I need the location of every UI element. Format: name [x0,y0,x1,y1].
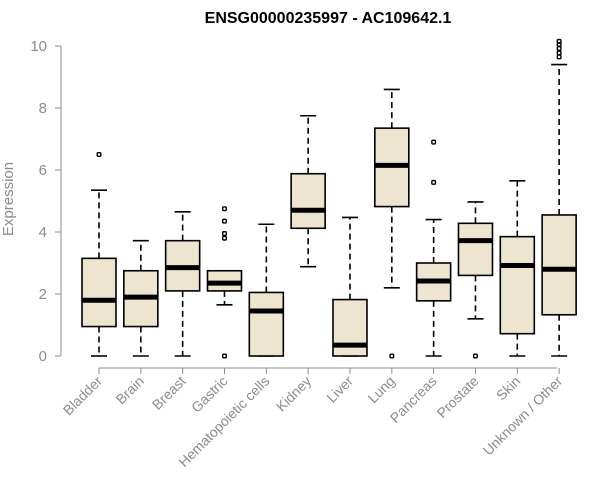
outlier-point [556,45,562,51]
outlier-point [389,353,395,359]
y-tick-label: 10 [30,38,47,55]
box-bladder [81,151,117,357]
outlier-point [556,50,562,56]
y-tick-label: 0 [39,348,47,365]
box-hematopoietic-cells [248,223,285,357]
iqr-box [457,222,494,277]
outlier-point [221,235,227,241]
x-tick-label: Pancreas [387,373,440,426]
box-liver [332,216,368,357]
iqr-box [499,235,536,335]
box-prostate [457,201,494,359]
x-tick-label: Breast [149,373,189,413]
outlier-point [431,139,437,145]
y-tick-label: 2 [39,286,47,303]
x-tick-label: Kidney [273,373,315,415]
outlier-point [472,353,478,359]
x-tick-label: Unknown / Other [480,373,566,459]
iqr-box [290,172,326,230]
outlier-point [221,231,227,237]
box-brain [123,239,159,357]
box-skin [499,180,536,357]
outlier-point [431,179,437,185]
x-tick-label: Brain [113,373,147,407]
box-lung [374,88,410,359]
iqr-box [81,257,117,328]
box-pancreas [415,139,452,357]
outlier-point [556,38,562,44]
x-tick-label: Skin [493,373,524,404]
boxes-group [81,38,577,359]
x-tick-label: Prostate [433,373,481,421]
box-unknown-other [541,38,577,357]
y-tick-label: 6 [39,162,47,179]
x-tick-label: Bladder [60,373,106,419]
outlier-point [96,151,102,157]
outlier-point [221,353,227,359]
chart-title: ENSG00000235997 - AC109642.1 [205,10,452,27]
x-tick-label: Lung [365,373,398,406]
y-axis-label: Expression [0,162,17,236]
box-breast [164,211,201,357]
iqr-box [541,214,577,316]
outlier-point [221,206,227,212]
outlier-point [221,218,227,224]
y-tick-label: 4 [39,224,47,241]
iqr-box [248,291,285,357]
x-tick-label: Liver [323,373,356,406]
box-kidney [290,114,326,268]
y-axis: 0 2 4 6 8 10 [30,38,62,365]
box-gastric [206,206,243,359]
outlier-point [556,54,562,60]
y-tick-label: 8 [39,100,47,117]
